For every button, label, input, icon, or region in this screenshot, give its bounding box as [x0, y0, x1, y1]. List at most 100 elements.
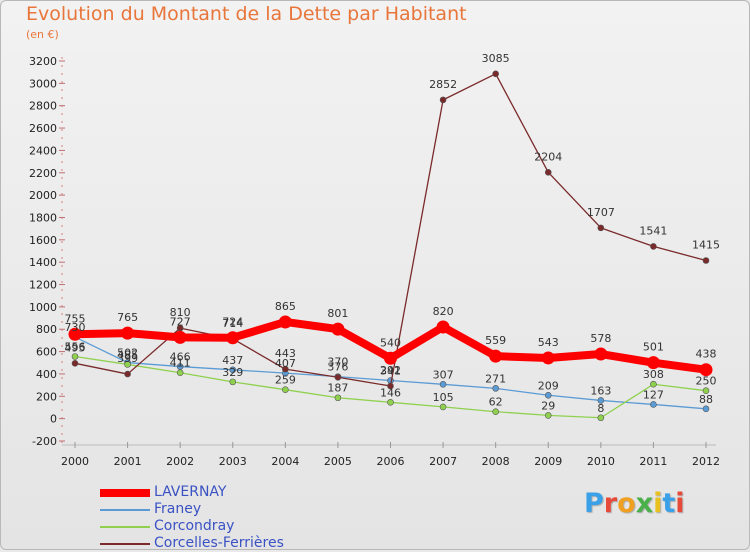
- data-point: [597, 224, 605, 232]
- data-point: [439, 96, 447, 104]
- data-label: 250: [696, 375, 717, 388]
- data-label: 2204: [534, 150, 562, 163]
- data-point: [71, 360, 79, 367]
- data-point: [650, 401, 657, 408]
- data-label: 407: [275, 357, 296, 370]
- legend-swatch: [100, 525, 150, 528]
- data-point: [544, 412, 552, 419]
- legend-label: LAVERNAY: [154, 484, 227, 500]
- x-tick-label: 2011: [639, 455, 667, 468]
- legend-label: Franey: [154, 501, 202, 517]
- logo-letter: x: [635, 488, 654, 519]
- data-label: 127: [643, 388, 664, 401]
- data-label: 1415: [692, 239, 720, 252]
- data-label: 727: [170, 315, 191, 328]
- data-point: [176, 369, 184, 377]
- data-label: 271: [485, 372, 506, 385]
- y-tick-label: 1200: [29, 279, 57, 292]
- y-tick-label: 0: [50, 413, 57, 426]
- legend-label: Corcondray: [154, 518, 235, 534]
- y-tick-label: 600: [36, 346, 57, 359]
- data-point: [387, 382, 394, 390]
- y-tick-label: 1800: [29, 211, 57, 224]
- data-point: [71, 353, 79, 360]
- data-label: 543: [538, 336, 559, 349]
- y-tick-label: 800: [36, 323, 57, 336]
- y-tick-label: 2600: [29, 122, 57, 135]
- data-point: [229, 378, 237, 386]
- axes: -200 0 200 400 600 800 1000 1200 1400 1600 1800 200…: [29, 55, 720, 468]
- data-label: 411: [170, 357, 191, 370]
- data-label: 820: [433, 305, 454, 318]
- data-label: 259: [275, 374, 296, 387]
- data-point: [439, 381, 447, 388]
- x-tick-label: 2001: [114, 455, 142, 468]
- data-point: [597, 414, 605, 422]
- x-tick-label: 2003: [219, 455, 247, 468]
- data-point: [387, 399, 394, 406]
- legend-swatch: [100, 508, 150, 511]
- data-label: 3085: [482, 52, 510, 65]
- proxiti-logo: Proxiti: [584, 488, 685, 519]
- data-label: 163: [590, 384, 611, 397]
- x-tick-label: 2008: [482, 455, 510, 468]
- data-point: [544, 391, 552, 399]
- chart-title: Evolution du Montant de la Dette par Hab…: [26, 3, 467, 25]
- x-tick-label: 2005: [324, 455, 352, 468]
- data-label: 556: [65, 341, 86, 354]
- y-tick-label: 2400: [29, 144, 57, 157]
- data-point: [331, 322, 345, 336]
- data-label: 501: [643, 341, 664, 354]
- data-label: 341: [380, 365, 401, 378]
- data-label: 437: [222, 354, 243, 367]
- data-point: [594, 347, 608, 361]
- y-tick-label: -200: [32, 435, 57, 448]
- data-point: [492, 385, 499, 392]
- data-label: 8: [597, 402, 604, 415]
- data-label: 146: [380, 386, 401, 399]
- data-label: 578: [590, 332, 611, 345]
- data-point: [544, 169, 552, 176]
- data-label: 443: [275, 347, 296, 360]
- data-point: [278, 315, 292, 329]
- data-label: 714: [222, 317, 243, 330]
- chart-subtitle: (en €): [26, 28, 59, 41]
- data-label: 308: [643, 368, 664, 381]
- data-labels: 755 765 727 724 865 801 540 820 559 543 578 501 438 7…: [65, 52, 721, 415]
- data-label: 724: [222, 316, 243, 329]
- data-label: 559: [485, 334, 506, 347]
- data-point: [226, 331, 240, 345]
- y-tick-label: 3000: [29, 77, 57, 90]
- data-label: 399: [117, 352, 138, 365]
- data-label: 485: [117, 348, 138, 361]
- data-point: [597, 397, 605, 404]
- data-point: [229, 366, 237, 374]
- data-label: 292: [380, 364, 401, 377]
- legend-swatch: [100, 488, 150, 497]
- y-tick-label: 1000: [29, 301, 57, 314]
- data-point: [173, 330, 187, 344]
- data-point: [541, 351, 555, 365]
- data-label: 466: [170, 351, 191, 364]
- data-label: 540: [380, 336, 401, 349]
- data-point: [492, 408, 499, 416]
- data-label: 502: [117, 347, 138, 360]
- data-point: [384, 351, 397, 365]
- x-tick-label: 2000: [61, 455, 89, 468]
- x-tick-label: 2007: [429, 455, 457, 468]
- data-point: [702, 257, 710, 264]
- data-label: 810: [170, 306, 191, 319]
- logo-letter: o: [617, 488, 636, 519]
- x-tick-label: 2002: [166, 455, 194, 468]
- data-label: 765: [117, 311, 138, 324]
- data-label: 865: [275, 300, 296, 313]
- logo-letter: i: [675, 488, 685, 519]
- y-tick-label: 1600: [29, 234, 57, 247]
- data-label: 105: [433, 391, 454, 404]
- data-point: [124, 361, 131, 368]
- data-label: 1541: [639, 224, 667, 237]
- data-label: 730: [65, 321, 86, 334]
- data-point: [492, 70, 499, 78]
